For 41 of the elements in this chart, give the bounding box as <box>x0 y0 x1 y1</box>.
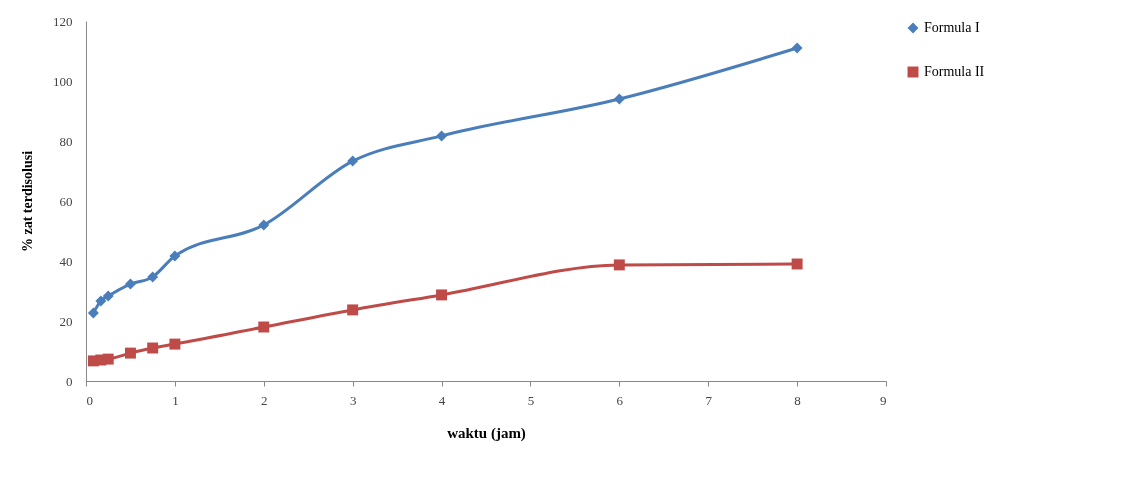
x-tick-label: 0 <box>86 392 93 408</box>
point <box>124 347 136 359</box>
point <box>791 42 803 54</box>
x-tick-label: 4 <box>438 392 446 408</box>
point <box>147 342 159 354</box>
y-axis-title: % zat terdisolusi <box>20 150 35 253</box>
x-tick-label: 1 <box>172 392 179 408</box>
point <box>613 259 625 271</box>
point <box>102 290 114 302</box>
point <box>258 321 270 333</box>
point <box>436 289 448 301</box>
x-tick-label: 2 <box>261 392 268 408</box>
point <box>102 353 114 365</box>
point <box>124 278 136 290</box>
point <box>347 304 359 316</box>
point <box>436 130 448 142</box>
y-tick-label: 120 <box>53 13 73 29</box>
x-tick-label: 6 <box>616 392 624 408</box>
point <box>169 250 181 262</box>
x-tick-label: 7 <box>705 392 713 408</box>
point <box>347 155 359 167</box>
y-tick-label: 40 <box>59 253 73 269</box>
y-tick-label: 20 <box>59 313 73 329</box>
point <box>95 295 107 307</box>
x-tick-label: 9 <box>880 392 887 408</box>
legend-label: Formula I <box>924 20 980 35</box>
point <box>87 307 99 319</box>
point <box>791 258 803 270</box>
y-tick-label: 0 <box>66 373 73 389</box>
x-axis-title: waktu (jam) <box>447 424 526 442</box>
x-tick-label: 8 <box>794 392 801 408</box>
point <box>258 219 270 231</box>
legend-label: Formula II <box>924 64 985 79</box>
y-tick-label: 80 <box>59 133 73 149</box>
y-tick-label: 100 <box>53 73 73 89</box>
point <box>613 93 625 105</box>
point <box>169 338 181 350</box>
x-tick-label: 3 <box>349 392 357 408</box>
y-tick-label: 60 <box>59 193 73 209</box>
x-tick-label: 5 <box>527 392 535 408</box>
point <box>147 271 159 283</box>
